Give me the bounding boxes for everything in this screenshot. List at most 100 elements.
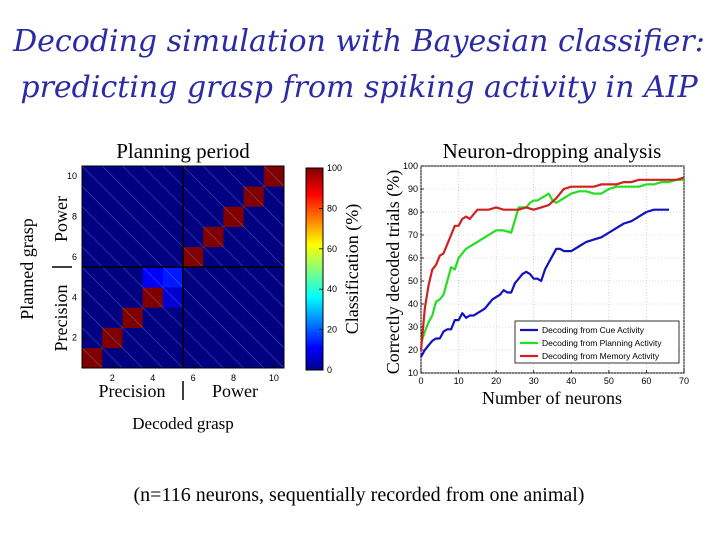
heatmap-cell: [263, 186, 285, 207]
heatmap-y-tick-label: 6: [72, 252, 77, 262]
heatmap-cell: [183, 347, 204, 369]
heatmap-cell: [223, 267, 244, 288]
heatmap-cell: [82, 246, 103, 268]
heatmap-cell: [102, 327, 123, 349]
heatmap-hatch-line: [81, 266, 184, 369]
heatmap-xlabel: Decoded grasp: [132, 414, 234, 433]
heatmap-cell: [142, 166, 164, 187]
heatmap-cell: [122, 327, 143, 349]
heatmap-y-tick-label: 4: [72, 292, 77, 302]
heatmap-cell: [162, 347, 184, 369]
heatmap-cell: [203, 206, 224, 227]
y-tick-label: 10: [408, 368, 418, 378]
heatmap-cell: [203, 226, 224, 248]
heatmap-cell: [203, 166, 224, 187]
heatmap-cell: [263, 166, 285, 187]
heatmap-cell: [243, 307, 265, 328]
heatmap-cell: [183, 246, 204, 268]
heatmap-hatch-line: [223, 165, 285, 227]
heatmap-cell: [122, 287, 143, 308]
heatmap-cell: [183, 327, 204, 349]
heatmap-cell: [122, 267, 143, 288]
slide-title-line-1: Decoding simulation with Bayesian classi…: [13, 24, 705, 59]
heatmap-hatch-line: [263, 165, 285, 187]
caption: (n=116 neurons, sequentially recorded fr…: [133, 484, 585, 506]
heatmap-cell: [102, 246, 123, 268]
heatmap-hatch-line: [81, 307, 143, 369]
heatmap-cell: [183, 206, 204, 227]
colorbar-ticks: 0 20 40 60 80 100: [319, 163, 342, 375]
y-group-power: Power: [51, 196, 71, 242]
heatmap-x-tick-label: 6: [191, 373, 196, 383]
heatmap-cell: [263, 307, 285, 328]
heatmap-cell: [243, 267, 265, 288]
heatmap-cell: [263, 347, 285, 369]
heatmap-cell: [162, 246, 184, 268]
heatmap-cell: [183, 166, 204, 187]
heatmap-cell: [82, 267, 103, 288]
heatmap-cell: [102, 347, 123, 369]
heatmap-hatch-line: [243, 165, 285, 207]
heatmap-cell: [243, 287, 265, 308]
colorbar-label: Classification (%): [342, 204, 363, 334]
heatmap-cell: [122, 206, 143, 227]
heatmap-cell: [142, 287, 164, 308]
heatmap-cell: [102, 307, 123, 328]
heatmap-cell: [203, 186, 224, 207]
heatmap-cell: [162, 307, 184, 328]
heatmap-cells: [82, 166, 285, 369]
heatmap-cell: [142, 246, 164, 268]
x-tick-label: 30: [529, 376, 539, 386]
legend: Decoding from Cue Activity Decoding from …: [514, 320, 680, 364]
heatmap-cell: [142, 267, 164, 288]
heatmap-title: Planning period: [116, 139, 250, 163]
heatmap-cell: [223, 166, 244, 187]
legend-box: [514, 320, 680, 364]
heatmap-cell: [142, 347, 164, 369]
heatmap-hatch-line: [182, 165, 285, 268]
series-lines: [419, 176, 685, 358]
heatmap-ticks: 2 2 4 4 6 6 8 8 10 10: [67, 171, 279, 383]
y-tick-label: 50: [408, 276, 418, 286]
heatmap-ylabel: Planned grasp: [17, 218, 37, 319]
x-tick-label: 40: [566, 376, 576, 386]
heatmap-cell: [102, 287, 123, 308]
heatmap-cell: [203, 347, 224, 369]
x-group-power: Power: [212, 381, 258, 401]
heatmap-cell: [102, 267, 123, 288]
x-tick-label: 60: [641, 376, 651, 386]
heatmap-cell: [162, 327, 184, 349]
heatmap-hatch-line: [81, 347, 103, 369]
y-group-precision: Precision: [51, 285, 71, 352]
heatmap-y-tick-label: 8: [72, 212, 77, 222]
heatmap-hatch-line: [81, 327, 123, 369]
heatmap-cell: [223, 307, 244, 328]
heatmap-y-tick-label: 2: [72, 333, 77, 343]
heatmap-hatch-line: [202, 165, 285, 248]
colorbar-tick-label: 20: [327, 325, 337, 335]
heatmap-cell: [183, 186, 204, 207]
heatmap-cell: [82, 307, 103, 328]
heatmap-cell: [162, 267, 184, 288]
y-tick-label: 70: [408, 230, 418, 240]
legend-label-3: Decoding from Memory Activity: [542, 351, 660, 361]
heatmap-cell: [243, 166, 265, 187]
heatmap-cell: [122, 307, 143, 328]
heatmap-cell: [122, 186, 143, 207]
heatmap-cell: [243, 347, 265, 369]
heatmap-hatch-line: [122, 165, 285, 328]
heatmap-cell: [223, 327, 244, 349]
y-tick-label: 60: [408, 253, 418, 263]
x-tick-label: 70: [679, 376, 689, 386]
y-tick-label: 100: [403, 161, 418, 171]
heatmap-cell: [263, 206, 285, 227]
line-chart-ylabel: Correctly decoded trials (%): [383, 170, 404, 374]
heatmap-cell: [102, 186, 123, 207]
heatmap-cell: [183, 226, 204, 248]
heatmap-cell: [82, 226, 103, 248]
heatmap-cell: [142, 226, 164, 248]
heatmap-cell: [203, 327, 224, 349]
heatmap-hatch-line: [81, 226, 224, 369]
